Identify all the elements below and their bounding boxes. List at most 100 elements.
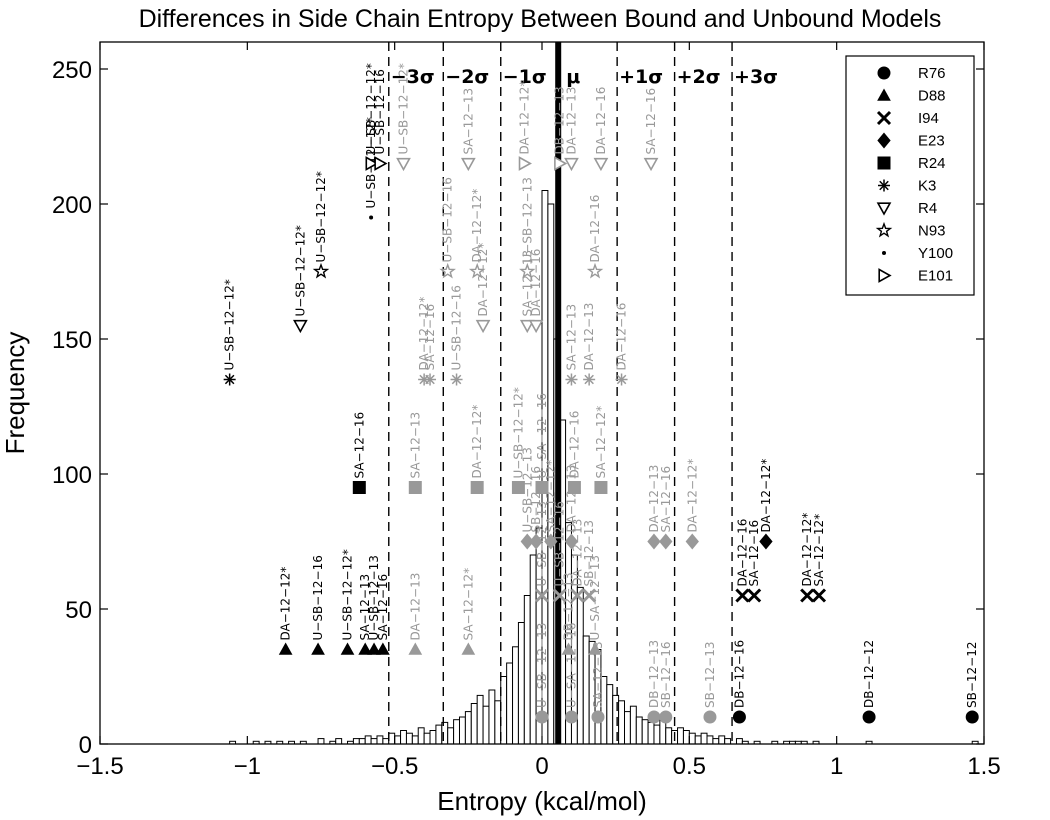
- triangle-right-marker: [878, 268, 892, 283]
- data-point: SA−12−13: [591, 641, 605, 724]
- data-point: SA−12−12*: [811, 514, 827, 603]
- data-point: SA−12−13: [460, 88, 476, 172]
- data-point: DA−12−12*: [279, 567, 293, 655]
- point-label: DB−12−16: [732, 640, 746, 708]
- point-label: SB−12−13: [582, 520, 596, 587]
- point-label: U−SB−12−13: [367, 555, 381, 640]
- y-tick-label: 50: [65, 597, 92, 624]
- triangle-up-marker: [311, 642, 325, 655]
- diamond-marker: [520, 533, 534, 550]
- data-point: U−SB−12−13: [534, 501, 550, 603]
- data-point: DA−12−16: [615, 303, 629, 386]
- star-marker: [519, 262, 536, 279]
- point-label: DA−12−16: [615, 303, 629, 371]
- point-label: DA−12−16: [567, 411, 581, 479]
- point-label: SB−12−16: [659, 642, 673, 709]
- data-point: U−SA−12−16: [535, 393, 549, 494]
- point-label: U−SB−12−16: [553, 501, 567, 586]
- asterisk-marker: [450, 373, 463, 386]
- data-point: U−SB−12−16: [439, 177, 456, 279]
- circle-marker: [591, 710, 605, 724]
- circle-marker: [862, 710, 876, 724]
- point-label: DA−12−16: [588, 195, 602, 263]
- triangle-up-marker: [877, 88, 891, 101]
- y-tick-label: 200: [52, 192, 92, 219]
- x-tick-label: 1: [830, 753, 843, 780]
- plot-area: −3σ −2σ −1σ +1σ +2σ +3σ μ DB−12−16 DB−12−12 SB−1…: [52, 41, 1001, 780]
- data-point: U−SA−12−13: [588, 555, 602, 655]
- data-point: DB−12−13: [553, 86, 568, 171]
- x-tick-label: −0.5: [371, 753, 418, 780]
- data-point: DA−12−12*: [475, 243, 491, 334]
- point-label: SA−12−16: [644, 88, 658, 155]
- histogram-bar: [606, 684, 614, 745]
- triangle-down-marker: [293, 319, 308, 334]
- data-point: DA−12−13: [647, 465, 661, 550]
- data-point: U−SB−12−16: [311, 555, 325, 655]
- legend-entry: K3: [878, 178, 936, 195]
- legend-label: D88: [918, 88, 946, 105]
- triangle-up-marker: [367, 642, 381, 655]
- histogram-bar: [506, 662, 514, 745]
- data-point: U−SB−12−16: [373, 69, 388, 171]
- y-tick-label: 250: [52, 57, 92, 84]
- square-marker: [511, 481, 525, 494]
- triangle-down-marker: [519, 319, 535, 334]
- x-marker: [534, 588, 550, 603]
- data-point: U−SB−12−13: [519, 177, 536, 279]
- point-label: U−SB−12−12*: [397, 63, 411, 154]
- legend-label: E101: [918, 268, 953, 285]
- data-point: SB−12−13: [582, 520, 597, 603]
- point-label: DA−12−12*: [800, 513, 814, 587]
- histogram-bar: [358, 738, 366, 745]
- sigma-label: −1σ: [503, 66, 547, 88]
- asterisk-marker: [583, 373, 596, 386]
- data-point: DB−12−12: [862, 640, 876, 724]
- histogram-bar: [447, 727, 455, 745]
- triangle-down-marker: [593, 157, 609, 172]
- diamond-marker: [647, 533, 661, 550]
- x-marker: [570, 588, 585, 603]
- data-point: SA−12−16: [352, 412, 366, 494]
- triangle-down-marker: [475, 319, 491, 334]
- data-point: SB−12−13: [703, 642, 717, 724]
- triangle-up-marker: [340, 642, 355, 655]
- circle-marker: [877, 66, 891, 80]
- data-point: SA−12−13: [564, 304, 578, 386]
- point-label: DA−12−16: [735, 519, 749, 587]
- histogram-bar: [417, 727, 425, 745]
- data-point: SA−12−13: [519, 250, 535, 334]
- point-label: U−SB−12−13: [520, 447, 534, 532]
- triangle-up-marker: [561, 642, 576, 655]
- point-label: DA−12−12*: [476, 243, 490, 317]
- x-tick-label: −1: [234, 753, 261, 780]
- asterisk-marker: [424, 373, 437, 386]
- histogram-bar: [512, 646, 519, 745]
- data-point: U−SB−12−12*: [340, 549, 355, 655]
- star-marker: [586, 262, 604, 279]
- point-label: U−SB−12−16: [441, 177, 455, 262]
- histogram-bar: [464, 711, 472, 745]
- circle-marker: [965, 710, 979, 724]
- histogram-bar: [694, 735, 702, 745]
- histogram-bar: [352, 738, 360, 745]
- legend-label: R24: [918, 155, 946, 172]
- point-label: DA−12−13: [582, 303, 596, 371]
- data-point: SA−12−16: [643, 88, 659, 172]
- data-point: DA−12−16: [735, 519, 750, 603]
- legend-label: N93: [918, 223, 946, 240]
- histogram-bar: [394, 735, 402, 745]
- data-point: DA−12−16: [593, 87, 609, 172]
- data-point: DA−12−12*: [685, 459, 699, 550]
- legend-entry: Y100: [882, 245, 953, 262]
- histogram-bar: [364, 735, 372, 745]
- legend-entry: R24: [877, 155, 946, 172]
- point-label: DA−12−13: [408, 573, 422, 641]
- square-marker: [567, 481, 581, 494]
- x-marker: [747, 588, 762, 603]
- point-label: DA−12−12*: [470, 189, 484, 263]
- square-marker: [877, 156, 891, 170]
- point-label: DA−12−16: [529, 249, 543, 317]
- triangle-down-marker: [876, 202, 892, 216]
- legend-entry: R76: [877, 65, 946, 82]
